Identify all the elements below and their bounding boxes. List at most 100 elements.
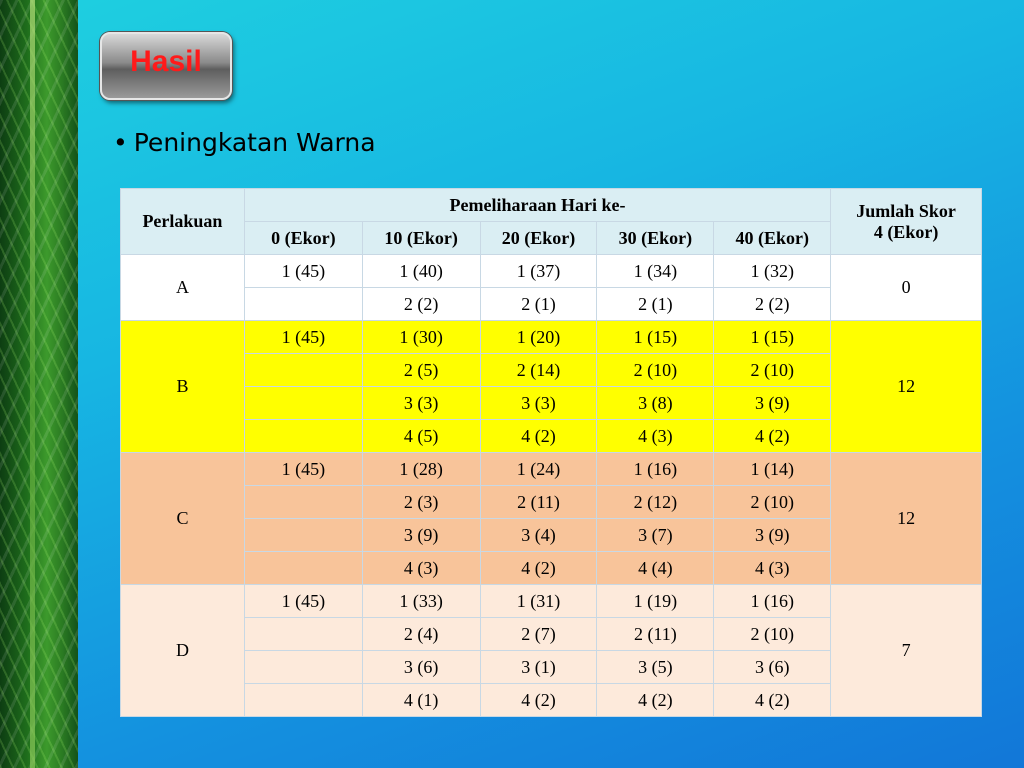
score-cell bbox=[243, 650, 363, 684]
table-row: 2 (5) 2 (14) 2 (10) 2 (10) bbox=[121, 353, 982, 387]
header-day: 40 (Ekor) bbox=[713, 221, 832, 255]
perlakuan-cell: C bbox=[120, 452, 245, 585]
header-day: 30 (Ekor) bbox=[596, 221, 715, 255]
header-day: 10 (Ekor) bbox=[361, 221, 481, 255]
score-cell: 3 (6) bbox=[361, 650, 481, 684]
score-cell: 1 (40) bbox=[361, 254, 481, 288]
score-cell: 1 (19) bbox=[596, 584, 715, 618]
score-cell: 3 (9) bbox=[361, 518, 481, 552]
score-cell: 1 (24) bbox=[479, 452, 598, 486]
score-cell: 2 (3) bbox=[361, 485, 481, 519]
score-cell: 1 (33) bbox=[361, 584, 481, 618]
jumlah-skor-cell: 0 bbox=[830, 254, 982, 321]
table-row: 2 (2) 2 (1) 2 (1) 2 (2) bbox=[121, 287, 982, 321]
score-cell: 2 (10) bbox=[713, 353, 832, 387]
table-row: 4 (3) 4 (2) 4 (4) 4 (3) bbox=[121, 551, 982, 585]
score-cell: 3 (4) bbox=[479, 518, 598, 552]
score-cell bbox=[243, 617, 363, 651]
perlakuan-cell: A bbox=[120, 254, 245, 321]
score-cell: 1 (34) bbox=[596, 254, 715, 288]
score-cell: 1 (32) bbox=[713, 254, 832, 288]
table-row: 2 (3) 2 (11) 2 (12) 2 (10) bbox=[121, 485, 982, 519]
score-cell: 2 (2) bbox=[713, 287, 832, 321]
bullet-dot-icon: • bbox=[113, 128, 128, 157]
score-cell: 4 (2) bbox=[596, 683, 715, 717]
header-perlakuan: Perlakuan bbox=[120, 188, 245, 255]
score-cell: 2 (4) bbox=[361, 617, 481, 651]
table-row: 4 (1) 4 (2) 4 (2) 4 (2) bbox=[121, 683, 982, 717]
score-cell: 3 (7) bbox=[596, 518, 715, 552]
header-jumlah-line2: 4 (Ekor) bbox=[873, 221, 939, 242]
score-cell: 3 (6) bbox=[713, 650, 832, 684]
score-cell: 1 (15) bbox=[596, 320, 715, 354]
bullet-item: • Peningkatan Warna bbox=[113, 128, 376, 157]
score-cell: 3 (3) bbox=[479, 386, 598, 420]
score-cell: 1 (45) bbox=[243, 320, 363, 354]
decorative-plant-strip bbox=[0, 0, 78, 768]
score-cell: 3 (9) bbox=[713, 386, 832, 420]
score-cell: 2 (11) bbox=[596, 617, 715, 651]
score-cell: 2 (1) bbox=[596, 287, 715, 321]
score-cell: 2 (7) bbox=[479, 617, 598, 651]
jumlah-skor-cell: 7 bbox=[830, 584, 982, 717]
score-cell: 2 (10) bbox=[713, 617, 832, 651]
score-cell bbox=[243, 683, 363, 717]
score-cell: 1 (37) bbox=[479, 254, 598, 288]
score-cell: 3 (8) bbox=[596, 386, 715, 420]
score-cell bbox=[243, 485, 363, 519]
score-cell: 4 (3) bbox=[596, 419, 715, 453]
score-cell: 1 (30) bbox=[361, 320, 481, 354]
score-cell: 4 (1) bbox=[361, 683, 481, 717]
header-day: 20 (Ekor) bbox=[479, 221, 598, 255]
table-row: 4 (5) 4 (2) 4 (3) 4 (2) bbox=[121, 419, 982, 453]
score-cell: 1 (16) bbox=[596, 452, 715, 486]
score-cell: 2 (10) bbox=[713, 485, 832, 519]
score-cell: 1 (15) bbox=[713, 320, 832, 354]
score-cell: 4 (5) bbox=[361, 419, 481, 453]
score-cell: 4 (2) bbox=[713, 683, 832, 717]
score-cell: 3 (1) bbox=[479, 650, 598, 684]
bullet-text: Peningkatan Warna bbox=[133, 128, 376, 157]
score-cell: 1 (28) bbox=[361, 452, 481, 486]
score-cell: 1 (14) bbox=[713, 452, 832, 486]
score-cell: 2 (11) bbox=[479, 485, 598, 519]
score-cell: 4 (4) bbox=[596, 551, 715, 585]
score-cell: 3 (9) bbox=[713, 518, 832, 552]
score-cell: 2 (12) bbox=[596, 485, 715, 519]
score-cell: 1 (45) bbox=[243, 452, 363, 486]
results-table: Perlakuan Pemeliharaan Hari ke- Jumlah S… bbox=[120, 188, 982, 717]
score-cell: 1 (31) bbox=[479, 584, 598, 618]
header-pemeliharaan: Pemeliharaan Hari ke- bbox=[243, 188, 832, 222]
score-cell: 4 (2) bbox=[479, 419, 598, 453]
score-cell: 3 (5) bbox=[596, 650, 715, 684]
score-cell: 4 (2) bbox=[479, 683, 598, 717]
jumlah-skor-cell: 12 bbox=[830, 452, 982, 585]
header-jumlah-line1: Jumlah Skor bbox=[856, 200, 956, 221]
score-cell: 4 (2) bbox=[479, 551, 598, 585]
perlakuan-cell: D bbox=[120, 584, 245, 717]
jumlah-skor-cell: 12 bbox=[830, 320, 982, 453]
header-jumlah-skor: Jumlah Skor 4 (Ekor) bbox=[830, 188, 982, 255]
table-row: 3 (3) 3 (3) 3 (8) 3 (9) bbox=[121, 386, 982, 420]
score-cell bbox=[243, 353, 363, 387]
score-cell: 3 (3) bbox=[361, 386, 481, 420]
score-cell: 2 (1) bbox=[479, 287, 598, 321]
score-cell: 4 (3) bbox=[361, 551, 481, 585]
score-cell: 1 (45) bbox=[243, 584, 363, 618]
table-row: 2 (4) 2 (7) 2 (11) 2 (10) bbox=[121, 617, 982, 651]
score-cell bbox=[243, 386, 363, 420]
score-cell: 4 (3) bbox=[713, 551, 832, 585]
score-cell: 1 (16) bbox=[713, 584, 832, 618]
score-cell bbox=[243, 518, 363, 552]
score-cell: 2 (10) bbox=[596, 353, 715, 387]
score-cell: 4 (2) bbox=[713, 419, 832, 453]
score-cell: 2 (5) bbox=[361, 353, 481, 387]
perlakuan-cell: B bbox=[120, 320, 245, 453]
header-day: 0 (Ekor) bbox=[243, 221, 363, 255]
score-cell: 2 (14) bbox=[479, 353, 598, 387]
